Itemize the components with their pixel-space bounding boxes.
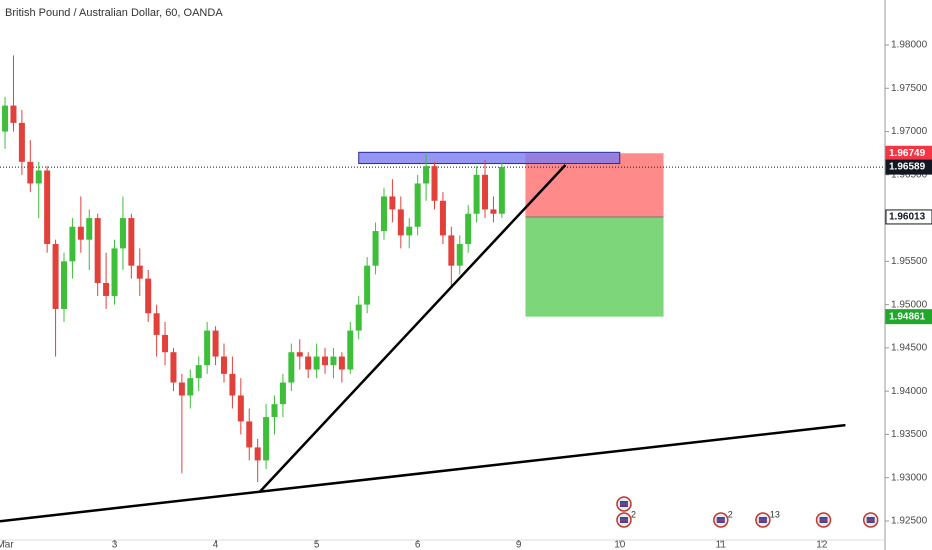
candle-body [10, 105, 17, 123]
candle-body [212, 330, 219, 357]
candle-body [498, 167, 505, 214]
x-tick-label: 3 [112, 540, 118, 550]
event-count: 2 [728, 509, 733, 519]
candle-body [69, 226, 76, 262]
resistance-zone [358, 151, 621, 165]
candle-body [94, 218, 101, 283]
event-count: 2 [631, 509, 636, 519]
candle-body [111, 248, 118, 296]
candle-body [490, 209, 497, 214]
price-label-bg [885, 209, 932, 225]
candle-body [18, 122, 25, 162]
candle-body [397, 209, 404, 236]
x-tick-label: 12 [816, 540, 828, 550]
candle-body [322, 356, 329, 366]
candle-body [330, 356, 337, 366]
x-tick-label: 6 [415, 540, 421, 550]
candle-body [229, 373, 236, 396]
candle-body [288, 352, 295, 383]
candle-body [439, 200, 446, 236]
x-tick-label: 9 [516, 540, 522, 550]
candle-body [414, 183, 421, 227]
trendline [258, 164, 567, 494]
y-tick-label: 1.95500 [891, 256, 928, 267]
candle-body [355, 304, 362, 331]
candle-body [60, 261, 67, 309]
candle-body [431, 166, 438, 201]
price-label: 1.94861 [889, 311, 926, 322]
candle-body [347, 330, 354, 370]
event-count: 13 [770, 509, 780, 519]
candle-body [153, 313, 160, 335]
candle-body [187, 378, 194, 396]
candle-body [246, 421, 253, 448]
candle-body [162, 334, 169, 353]
y-tick-label: 1.92500 [891, 516, 928, 527]
candle-body [254, 447, 261, 461]
candle-body [380, 196, 387, 232]
candle-body [2, 105, 9, 132]
candle-body [145, 278, 152, 314]
candle-body [456, 244, 463, 266]
y-tick-label: 1.94000 [891, 386, 928, 397]
candle-body [170, 352, 177, 383]
trendline [0, 423, 846, 523]
candle-body [178, 382, 185, 396]
candle-body [448, 235, 455, 266]
y-tick-label: 1.97500 [891, 83, 928, 94]
y-tick-label: 1.93000 [891, 472, 928, 483]
candle-body [364, 265, 371, 305]
price-label: 1.96589 [889, 162, 926, 173]
candle-body [237, 395, 244, 422]
candle-body [27, 161, 34, 184]
candle-body [271, 404, 278, 418]
y-tick-label: 1.96500 [891, 169, 928, 180]
x-tick-label: 10 [614, 540, 626, 550]
candle-body [338, 356, 345, 370]
x-tick-label: 11 [716, 540, 727, 550]
chart-title: British Pound / Australian Dollar, 60, O… [5, 7, 223, 19]
x-tick-label: 5 [314, 540, 320, 550]
candle-body [128, 218, 135, 266]
candle-body [119, 218, 126, 249]
y-tick-label: 1.93500 [891, 429, 928, 440]
candle-body [195, 365, 202, 379]
candle-body [86, 218, 93, 240]
y-tick-label: 1.94500 [891, 343, 928, 354]
candle-body [279, 382, 286, 405]
y-tick-label: 1.95000 [891, 299, 928, 310]
x-tick-label: Mar [0, 540, 14, 550]
price-label-bg [885, 309, 932, 325]
price-label: 1.96749 [889, 148, 926, 159]
candle-body [465, 213, 472, 245]
candle-body [313, 356, 320, 370]
candle-body [406, 226, 413, 236]
x-tick-label: 4 [213, 540, 219, 550]
candle-body [482, 174, 489, 210]
candle-body [220, 356, 227, 374]
candle-body [103, 282, 110, 296]
candle-body [305, 356, 312, 370]
candle-body [473, 174, 480, 214]
candle-body [423, 166, 430, 184]
candle-body [136, 265, 143, 279]
candle-body [263, 417, 270, 461]
target-zone [525, 216, 664, 317]
candle-body [44, 170, 51, 245]
candle-body [296, 352, 303, 357]
candle-body [372, 231, 379, 266]
candle-body [77, 226, 84, 240]
price-label-bg [885, 159, 932, 175]
y-tick-label: 1.97000 [891, 126, 928, 137]
candle-body [35, 170, 42, 184]
candle-body [204, 330, 211, 366]
price-label: 1.96013 [889, 212, 926, 223]
y-tick-label: 1.98000 [891, 40, 928, 51]
candle-body [389, 196, 396, 210]
candle-body [52, 244, 59, 309]
